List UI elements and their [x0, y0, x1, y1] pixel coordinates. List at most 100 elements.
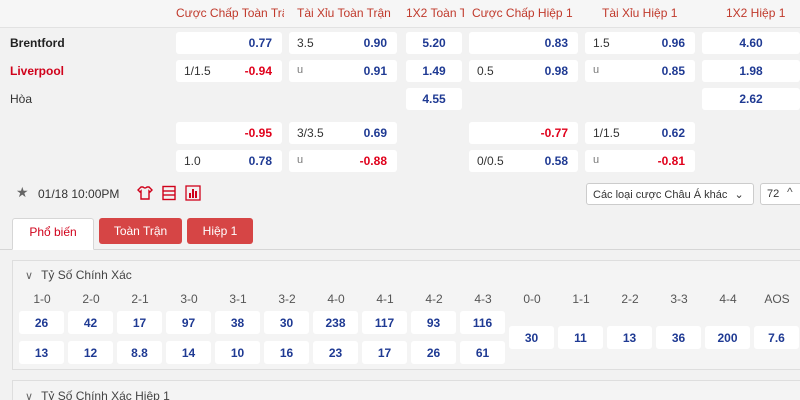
score-label: 1-1: [572, 292, 590, 306]
score-odds-cell[interactable]: 13: [607, 326, 652, 349]
bar-chart-icon[interactable]: [184, 184, 202, 202]
correct-score-h1-header[interactable]: ∨ Tỷ Số Chính Xác Hiệp 1: [25, 389, 170, 400]
odds-value: 0.83: [544, 36, 568, 50]
score-odds-cell[interactable]: 61: [460, 341, 505, 364]
more-markets-count[interactable]: 72 ^: [760, 183, 800, 205]
odds-cell[interactable]: 0.77: [176, 32, 282, 54]
header-1x2-full[interactable]: 1X2 Toàn Trận: [406, 6, 464, 20]
score-odds-cell[interactable]: 14: [166, 341, 211, 364]
odds-cell[interactable]: 2.62: [702, 88, 800, 110]
odds-cell[interactable]: 3.5 0.90: [289, 32, 397, 54]
bet-type-select[interactable]: Các loại cược Châu Á khác ⌄: [586, 183, 754, 205]
match-datetime: 01/18 10:00PM: [38, 187, 120, 201]
score-odds-cell[interactable]: 117: [362, 311, 407, 334]
chevron-down-icon: ∨: [25, 391, 34, 400]
section-title: Tỷ Số Chính Xác Hiệp 1: [41, 389, 170, 400]
header-1x2-h1[interactable]: 1X2 Hiệp 1: [726, 6, 786, 20]
odds-cell[interactable]: -0.95: [176, 122, 282, 144]
header-handicap-full[interactable]: Cược Chấp Toàn Trận: [176, 6, 284, 20]
score-label: 1-0: [33, 292, 51, 306]
score-odds-cell[interactable]: 36: [656, 326, 701, 349]
handicap-line: 1.0: [184, 154, 201, 168]
score-odds-cell[interactable]: 13: [19, 341, 64, 364]
score-odds-cell[interactable]: 30: [264, 311, 309, 334]
score-odds-cell[interactable]: 200: [705, 326, 750, 349]
score-odds-cell[interactable]: 8.8: [117, 341, 162, 364]
score-odds-cell[interactable]: 17: [117, 311, 162, 334]
odds-cell[interactable]: 4.55: [406, 88, 462, 110]
odds-cell[interactable]: 4.60: [702, 32, 800, 54]
score-odds-cell[interactable]: 7.6: [754, 326, 799, 349]
score-odds-cell[interactable]: 23: [313, 341, 358, 364]
tab-first-half[interactable]: Hiệp 1: [187, 218, 253, 244]
odds-value: -0.81: [657, 154, 685, 168]
score-odds-cell[interactable]: 93: [411, 311, 456, 334]
score-odds-cell[interactable]: 38: [215, 311, 260, 334]
handicap-line: 3.5: [297, 36, 314, 50]
tab-popular[interactable]: Phổ biến: [12, 218, 94, 250]
markets-count-value: 72: [767, 188, 780, 200]
chevron-up-icon: ^: [787, 185, 793, 199]
odds-cell[interactable]: u -0.81: [585, 150, 695, 172]
handicap-line: 0.5: [477, 64, 494, 78]
market-header: Cược Chấp Toàn Trận Tài Xỉu Toàn Trận 1X…: [0, 0, 800, 28]
score-label: 4-0: [327, 292, 345, 306]
score-label: 3-0: [180, 292, 198, 306]
score-odds-cell[interactable]: 97: [166, 311, 211, 334]
odds-cell[interactable]: 1.49: [406, 60, 462, 82]
score-odds-cell[interactable]: 30: [509, 326, 554, 349]
score-odds-cell[interactable]: 116: [460, 311, 505, 334]
odds-cell[interactable]: u 0.91: [289, 60, 397, 82]
section-title: Tỷ Số Chính Xác: [41, 268, 132, 282]
score-odds-cell[interactable]: 10: [215, 341, 260, 364]
header-ou-h1[interactable]: Tài Xỉu Hiệp 1: [602, 6, 678, 20]
correct-score-h1-section: ∨ Tỷ Số Chính Xác Hiệp 1: [12, 380, 800, 400]
odds-value: 2.62: [739, 92, 763, 106]
score-label: 2-0: [82, 292, 100, 306]
odds-cell[interactable]: 1/1.5 -0.94: [176, 60, 282, 82]
tab-full-match[interactable]: Toàn Trận: [99, 218, 182, 244]
odds-cell[interactable]: 5.20: [406, 32, 462, 54]
handicap-line: u: [297, 64, 304, 76]
team-draw: Hòa: [10, 92, 33, 106]
handicap-line: u: [297, 154, 304, 166]
jersey-icon[interactable]: [136, 184, 154, 202]
score-odds-cell[interactable]: 26: [19, 311, 64, 334]
odds-value: 0.96: [661, 36, 685, 50]
score-odds-cell[interactable]: 26: [411, 341, 456, 364]
score-odds-cell[interactable]: 11: [558, 326, 603, 349]
odds-cell[interactable]: u 0.85: [585, 60, 695, 82]
stats-board-icon[interactable]: [160, 184, 178, 202]
odds-cell[interactable]: -0.77: [469, 122, 578, 144]
odds-value: 5.20: [422, 36, 446, 50]
handicap-line: 1/1.5: [593, 126, 620, 140]
tab-bar: Phổ biến Toàn Trận Hiệp 1: [0, 210, 800, 250]
odds-cell[interactable]: 0.83: [469, 32, 578, 54]
handicap-line: 0/0.5: [477, 154, 504, 168]
team-away: Liverpool: [10, 64, 65, 78]
odds-value: -0.88: [359, 154, 387, 168]
odds-cell[interactable]: 3/3.5 0.69: [289, 122, 397, 144]
odds-cell[interactable]: 0.5 0.98: [469, 60, 578, 82]
odds-cell[interactable]: 0/0.5 0.58: [469, 150, 578, 172]
header-handicap-h1[interactable]: Cược Chấp Hiệp 1: [472, 6, 573, 20]
score-label: 4-3: [474, 292, 492, 306]
odds-cell[interactable]: 1.5 0.96: [585, 32, 695, 54]
score-label: 0-0: [523, 292, 541, 306]
odds-cell[interactable]: 1.98: [702, 60, 800, 82]
odds-value: 0.69: [363, 126, 387, 140]
score-odds-cell[interactable]: 16: [264, 341, 309, 364]
header-ou-full[interactable]: Tài Xỉu Toàn Trận: [297, 6, 391, 20]
score-odds-cell[interactable]: 42: [68, 311, 113, 334]
correct-score-header[interactable]: ∨ Tỷ Số Chính Xác: [25, 268, 132, 282]
score-label: 4-4: [719, 292, 737, 306]
odds-cell[interactable]: 1.0 0.78: [176, 150, 282, 172]
odds-value: 4.55: [422, 92, 446, 106]
star-icon[interactable]: ★: [16, 184, 29, 200]
odds-cell[interactable]: u -0.88: [289, 150, 397, 172]
score-odds-cell[interactable]: 12: [68, 341, 113, 364]
odds-cell[interactable]: 1/1.5 0.62: [585, 122, 695, 144]
score-odds-cell[interactable]: 17: [362, 341, 407, 364]
odds-value: 0.58: [544, 154, 568, 168]
score-odds-cell[interactable]: 238: [313, 311, 358, 334]
